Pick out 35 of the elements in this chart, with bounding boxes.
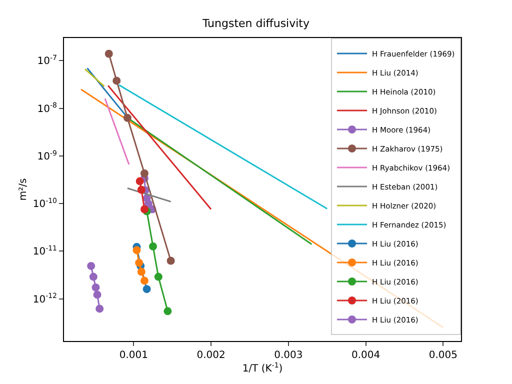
y-tick-label: 10$^{-12}$ bbox=[32, 292, 57, 306]
point bbox=[104, 50, 113, 58]
point bbox=[132, 246, 141, 254]
point bbox=[140, 169, 148, 178]
x-tick-label: 0.004 bbox=[351, 350, 380, 361]
chart-title: Tungsten diffusivity bbox=[201, 17, 310, 30]
y-tick-label: 10$^{-11}$ bbox=[32, 244, 57, 258]
x-tick-label: 0.001 bbox=[119, 350, 148, 361]
x-tick-label: 0.002 bbox=[196, 350, 226, 361]
point bbox=[96, 304, 104, 313]
point bbox=[140, 276, 148, 285]
y-tick-label: 10$^{-9}$ bbox=[37, 149, 57, 162]
point bbox=[135, 258, 144, 267]
point bbox=[92, 283, 100, 292]
point bbox=[112, 76, 121, 85]
point bbox=[137, 186, 146, 194]
point bbox=[93, 290, 102, 299]
point bbox=[136, 177, 144, 186]
point bbox=[140, 205, 148, 214]
point bbox=[166, 256, 175, 265]
point bbox=[137, 268, 146, 276]
x-tick-label: 0.005 bbox=[428, 350, 458, 361]
point bbox=[142, 285, 151, 294]
y-tick-label: 10$^{-10}$ bbox=[32, 196, 57, 210]
point bbox=[154, 272, 162, 281]
y-tick-label: 10$^{-7}$ bbox=[37, 54, 57, 68]
x-tick-label: 0.003 bbox=[274, 350, 303, 361]
point bbox=[123, 114, 132, 122]
x-axis-title: 1/T (K$^{-1}$) bbox=[242, 361, 283, 374]
y-axis-title: m²/s bbox=[18, 178, 29, 201]
point bbox=[89, 272, 98, 281]
y-tick-label: 10$^{-8}$ bbox=[37, 102, 57, 115]
point bbox=[149, 242, 157, 250]
point bbox=[164, 307, 172, 316]
point bbox=[87, 262, 96, 270]
